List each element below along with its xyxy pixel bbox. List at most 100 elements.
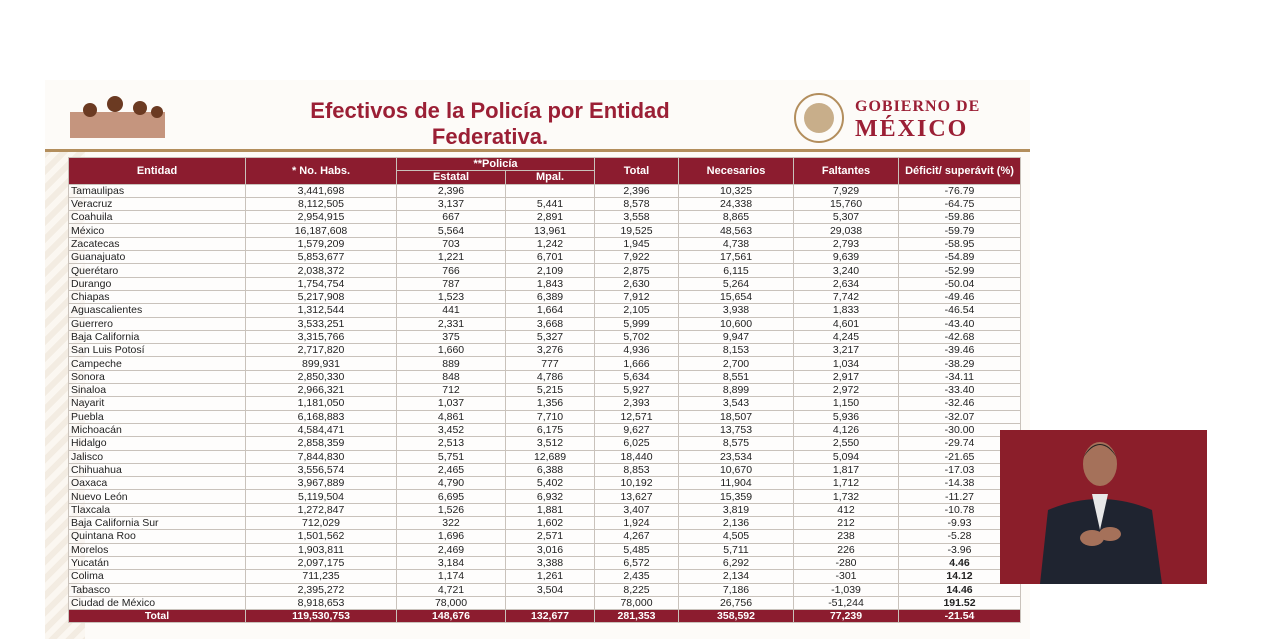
row-label: Yucatán — [68, 555, 246, 571]
cell: 322 — [396, 516, 506, 531]
cell: 2,136 — [678, 516, 794, 531]
cell: 13,961 — [505, 223, 595, 238]
cell: 5,936 — [793, 409, 899, 424]
cell: 1,579,209 — [245, 236, 397, 252]
cell: -50.04 — [898, 276, 1021, 291]
logo-line: GOBIERNO DE — [855, 98, 981, 115]
cell: 6,388 — [505, 462, 595, 478]
cell: 712,029 — [245, 516, 397, 531]
cell: 8,153 — [678, 343, 794, 358]
cell: 2,469 — [396, 542, 506, 557]
cell: 5,634 — [594, 369, 679, 385]
cell: 3,441,698 — [245, 183, 397, 198]
cell: -52.99 — [898, 263, 1021, 278]
cell: -3.96 — [898, 542, 1021, 557]
cell: 10,600 — [678, 316, 794, 331]
row-label: Hidalgo — [68, 436, 246, 451]
cell: 1,843 — [505, 276, 595, 291]
cell: 2,395,272 — [245, 582, 397, 597]
cell: 4,584,471 — [245, 422, 397, 438]
row-label: Aguascalientes — [68, 303, 246, 318]
cell: 1,221 — [396, 250, 506, 265]
cell: 4,861 — [396, 409, 506, 424]
cell: -10.78 — [898, 502, 1021, 518]
row-label: Nayarit — [68, 396, 246, 411]
cell: 3,558 — [594, 210, 679, 225]
cell: -59.86 — [898, 210, 1021, 225]
cell: 9,947 — [678, 329, 794, 345]
cell: 1,666 — [594, 356, 679, 371]
cell: 5,119,504 — [245, 489, 397, 504]
cell: -51,244 — [793, 595, 899, 611]
row-label: Tabasco — [68, 582, 246, 597]
subcolumn-header: Mpal. — [505, 170, 595, 185]
cell: 6,168,883 — [245, 409, 397, 424]
table-row: Campeche 899,931 889 777 1,666 2,700 1,034 -38.… — [68, 356, 1021, 371]
cell: 3,543 — [678, 396, 794, 411]
cell: 1,881 — [505, 502, 595, 518]
cell: 1,312,544 — [245, 303, 397, 318]
table-row: Aguascalientes 1,312,544 441 1,664 2,105 3,93… — [68, 303, 1021, 318]
cell: -280 — [793, 555, 899, 571]
table-row: Ciudad de México 8,918,653 78,000 78,000 26,… — [68, 595, 1021, 611]
table-row: Yucatán 2,097,175 3,184 3,388 6,572 6,292 -280… — [68, 555, 1021, 571]
cell: -38.29 — [898, 356, 1021, 371]
cell: 2,393 — [594, 396, 679, 411]
cell: 10,192 — [594, 476, 679, 491]
cell: 5,927 — [594, 383, 679, 398]
cell: 5,711 — [678, 542, 794, 557]
cell: 899,931 — [245, 356, 397, 371]
cell: 2,793 — [793, 236, 899, 252]
table: Entidad * No. Habs. **Policía Total Necesari… — [68, 156, 1021, 624]
column-header: **Policía — [396, 156, 595, 172]
cell: 3,533,251 — [245, 316, 397, 331]
cell: 1,356 — [505, 396, 595, 411]
table-row: Hidalgo 2,858,359 2,513 3,512 6,025 8,575 2,55… — [68, 436, 1021, 451]
row-label: Sinaloa — [68, 383, 246, 398]
table-row: Tabasco 2,395,272 4,721 3,504 8,225 7,186 -1,0… — [68, 582, 1021, 597]
table-row: Colima 711,235 1,174 1,261 2,435 2,134 -301 14.… — [68, 569, 1021, 584]
row-label: Jalisco — [68, 449, 246, 464]
column-header: Entidad — [68, 157, 246, 185]
row-label: Quintana Roo — [68, 529, 246, 544]
cell: 2,465 — [396, 462, 506, 478]
cell: 2,917 — [793, 369, 899, 385]
cell: 5,327 — [505, 329, 595, 345]
title: Efectivos de la Policía por Entidad Fede… — [310, 98, 670, 149]
cell: 3,388 — [505, 555, 595, 571]
cell: 1,924 — [594, 516, 679, 531]
table-row: Sinaloa 2,966,321 712 5,215 5,927 8,899 2,972-… — [68, 383, 1021, 398]
cell: 4,601 — [793, 316, 899, 331]
cell: 18,507 — [678, 409, 794, 424]
cell: 78,000 — [594, 595, 679, 611]
table-row: Tlaxcala 1,272,847 1,526 1,881 3,407 3,819 412… — [68, 502, 1021, 518]
row-label: Nuevo León — [68, 489, 246, 504]
interpreter-video — [1000, 430, 1207, 584]
cell: 1,150 — [793, 396, 899, 411]
cell: 375 — [396, 329, 506, 345]
cell: 2,858,359 — [245, 436, 397, 451]
cell: 2,550 — [793, 436, 899, 451]
table-row: Veracruz 8,112,505 3,137 5,441 8,578 24,338 15… — [68, 196, 1021, 212]
cell: -46.54 — [898, 303, 1021, 318]
cell: 7,912 — [594, 289, 679, 305]
cell: 3,819 — [678, 502, 794, 518]
cell: 441 — [396, 303, 506, 318]
row-label: Morelos — [68, 542, 246, 557]
row-label: Oaxaca — [68, 476, 246, 491]
cell: 3,407 — [594, 502, 679, 518]
cell: -301 — [793, 569, 899, 584]
cell: 3,276 — [505, 343, 595, 358]
cell: 1,660 — [396, 343, 506, 358]
cell: 48,563 — [678, 223, 794, 238]
cell: 2,571 — [505, 529, 595, 544]
cell: 5,999 — [594, 316, 679, 331]
cell: 2,700 — [678, 356, 794, 371]
row-label: Zacatecas — [68, 236, 246, 252]
cell: 1,272,847 — [245, 502, 397, 518]
table-row: Quintana Roo 1,501,562 1,696 2,571 4,267 4,50… — [68, 529, 1021, 544]
table-row: Jalisco 7,844,830 5,751 12,689 18,440 23,534 5… — [68, 449, 1021, 464]
row-label: Baja California — [68, 329, 246, 345]
cell: 18,440 — [594, 449, 679, 464]
illustration — [70, 96, 165, 138]
